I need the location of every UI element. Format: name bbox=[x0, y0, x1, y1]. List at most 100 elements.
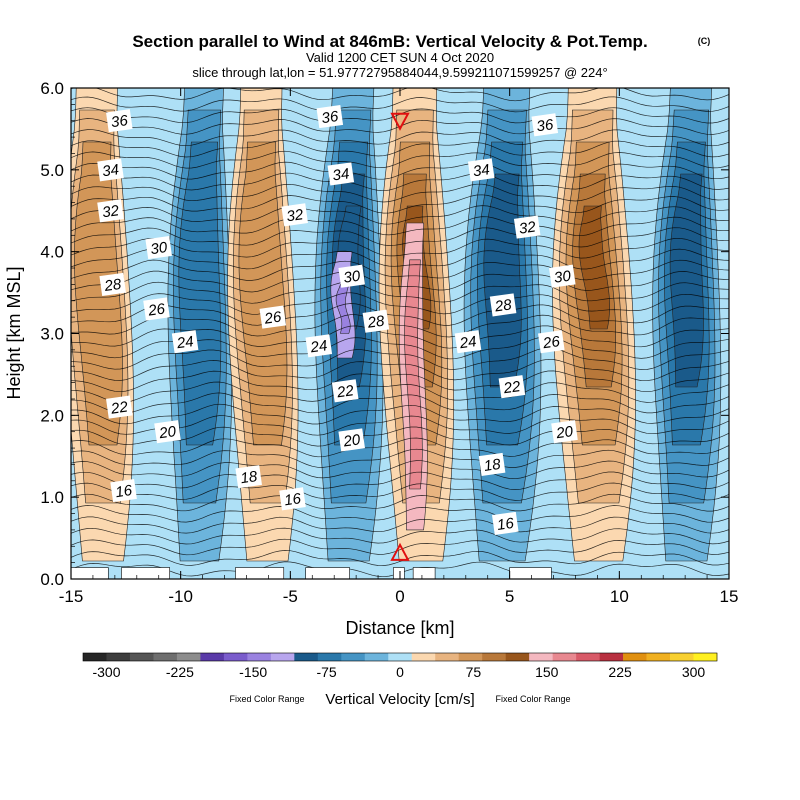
colorbar-swatch bbox=[623, 653, 647, 661]
x-axis-label: Distance [km] bbox=[345, 618, 454, 638]
contour-label-text: 16 bbox=[496, 515, 516, 534]
terrain-block-2 bbox=[235, 567, 285, 579]
colorbar-swatch bbox=[176, 653, 201, 661]
terrain-block-4 bbox=[393, 567, 405, 579]
isentrope-line bbox=[71, 281, 729, 304]
colorbar-swatch bbox=[223, 653, 248, 661]
contour-label-box bbox=[281, 203, 308, 227]
contour-label-box bbox=[551, 420, 578, 444]
contour-label: 28 bbox=[362, 309, 390, 333]
x-tick-label: 0 bbox=[395, 587, 404, 606]
contour-label-text: 36 bbox=[320, 108, 340, 127]
contour-label: 32 bbox=[281, 203, 308, 227]
contour-label-box bbox=[235, 465, 262, 489]
colorbar-swatch bbox=[341, 653, 366, 661]
colorbar-swatch bbox=[670, 653, 694, 661]
contour-label: 28 bbox=[489, 293, 517, 317]
isentrope-line bbox=[71, 161, 729, 180]
colorbar-swatch bbox=[270, 653, 295, 661]
colorbar-label: Vertical Velocity [cm/s] bbox=[325, 691, 474, 708]
colorbar-frame bbox=[82, 652, 718, 662]
contour-label-text: 24 bbox=[309, 337, 329, 356]
isentrope-line bbox=[71, 216, 729, 237]
colorbar-swatch bbox=[247, 653, 272, 661]
colorbar-tick-label: 225 bbox=[608, 664, 632, 680]
up-triangle-marker bbox=[390, 542, 410, 561]
contour-label: 24 bbox=[171, 330, 199, 354]
contour-label-text: 18 bbox=[483, 456, 503, 475]
contour-label-box bbox=[154, 420, 181, 444]
contour-label-box bbox=[362, 309, 390, 333]
contour-label-box bbox=[549, 264, 576, 288]
isentrope-line bbox=[71, 471, 729, 490]
colorbar-tick-label: -75 bbox=[316, 664, 336, 680]
isentrope-line bbox=[71, 270, 729, 293]
pot-temp-contours bbox=[71, 88, 729, 578]
contour-label-box bbox=[478, 452, 506, 476]
contour-label-box bbox=[331, 379, 359, 403]
contour-label: 30 bbox=[549, 264, 576, 288]
isentrope-line bbox=[71, 516, 729, 534]
contour-label: 16 bbox=[279, 487, 306, 511]
y-tick-label: 5.0 bbox=[40, 161, 64, 180]
contour-label-text: 34 bbox=[472, 161, 491, 180]
isentrope-line bbox=[71, 129, 729, 147]
contour-label: 16 bbox=[492, 511, 519, 535]
down-triangle-marker bbox=[390, 112, 410, 131]
y-tick-label: 3.0 bbox=[40, 325, 64, 344]
x-tick-label: 15 bbox=[720, 587, 739, 606]
contour-label: 34 bbox=[467, 158, 495, 182]
y-tick-label: 0.0 bbox=[40, 570, 64, 589]
isentrope-line bbox=[71, 505, 729, 523]
contour-label-box bbox=[305, 334, 333, 358]
contour-label-text: 34 bbox=[331, 165, 350, 184]
isentrope-line bbox=[71, 370, 729, 393]
colorbar-swatch bbox=[576, 653, 600, 661]
isentrope-line bbox=[71, 527, 729, 545]
section-markers bbox=[390, 112, 410, 561]
contour-label-text: 28 bbox=[493, 296, 514, 315]
field-level-3 bbox=[669, 173, 704, 388]
axes: -15 -10 -5 0 5 10 15 0.0 1.0 2.0 3.0 4.0 5.0 6.0 bbox=[40, 79, 738, 606]
x-tick-label: 5 bbox=[505, 587, 514, 606]
contour-label-text: 20 bbox=[341, 431, 362, 450]
colorbar-swatch bbox=[693, 653, 718, 661]
contour-label-box bbox=[531, 113, 559, 137]
y-tick-label: 2.0 bbox=[40, 406, 64, 425]
colorbar-swatch bbox=[435, 653, 459, 661]
contour-label: 22 bbox=[106, 395, 133, 419]
isentrope-line bbox=[71, 325, 729, 349]
colorbar-swatch bbox=[529, 653, 553, 661]
contour-label: 20 bbox=[551, 420, 578, 444]
isentrope-line bbox=[71, 194, 729, 214]
isentrope-line bbox=[71, 460, 729, 480]
isentrope-line bbox=[71, 392, 729, 414]
contour-label-text: 20 bbox=[157, 423, 178, 442]
isentrope-line bbox=[71, 248, 729, 270]
contour-label-text: 30 bbox=[342, 268, 362, 287]
contour-label: 28 bbox=[99, 272, 126, 296]
contour-label-text: 32 bbox=[518, 218, 538, 237]
isentrope-line bbox=[71, 303, 729, 326]
isentrope-line bbox=[71, 538, 729, 556]
contour-label-box bbox=[492, 511, 519, 535]
terrain-block-6 bbox=[509, 567, 552, 579]
field-core-pink-inner bbox=[404, 259, 423, 490]
contour-label-box bbox=[145, 236, 172, 260]
contour-label: 26 bbox=[538, 330, 565, 354]
isentrope-line bbox=[71, 150, 729, 169]
contour-label-text: 24 bbox=[458, 333, 478, 352]
contour-label-box bbox=[110, 479, 137, 503]
colorbar-swatch bbox=[505, 653, 530, 661]
terrain-gaps bbox=[71, 567, 552, 579]
contour-label-box bbox=[171, 330, 199, 354]
colorbar-tick-label: -300 bbox=[92, 664, 120, 680]
contour-label-text: 18 bbox=[239, 468, 259, 487]
contour-label-text: 36 bbox=[110, 112, 130, 131]
field-band-downdraft-1 bbox=[167, 88, 233, 562]
contour-label-box bbox=[338, 428, 365, 452]
x-tick-label: -5 bbox=[283, 587, 298, 606]
colorbar-swatch bbox=[317, 653, 342, 661]
isentrope-line bbox=[71, 237, 729, 259]
isentrope-line bbox=[71, 314, 729, 338]
